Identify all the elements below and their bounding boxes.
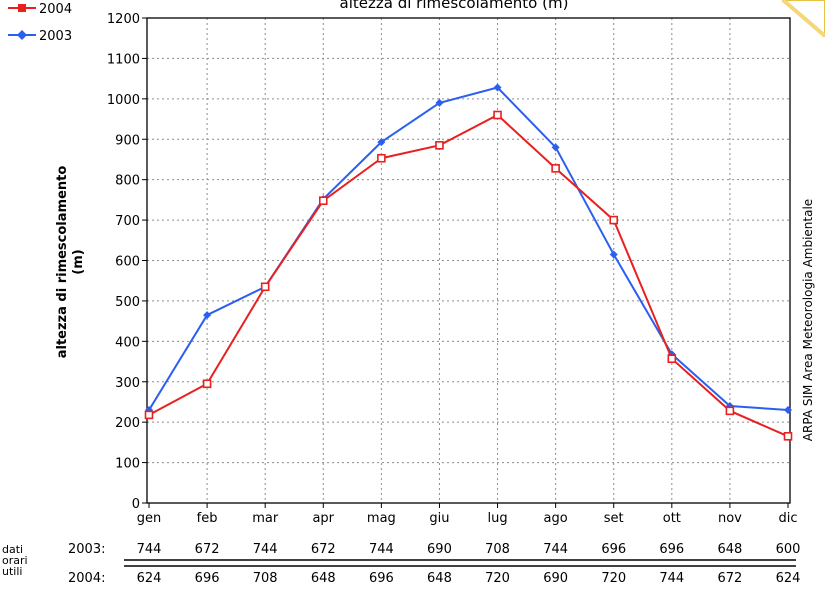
data-point-2003 xyxy=(377,138,386,147)
table-cell-2004: 708 xyxy=(253,571,278,586)
page-corner-fold-shade xyxy=(781,0,825,38)
series-line-2004 xyxy=(148,113,789,438)
series-layer xyxy=(144,83,793,441)
data-point-2004 xyxy=(667,354,677,364)
table-cell-2004: 690 xyxy=(543,571,568,586)
table-cell-2004: 696 xyxy=(369,571,394,586)
plot-frame xyxy=(146,17,791,504)
y-tick-label: 1200 xyxy=(107,12,140,27)
table-cell-2003: 744 xyxy=(543,542,568,557)
table-cell-2004: 720 xyxy=(601,571,626,586)
data-point-2004 xyxy=(551,164,560,173)
x-tick-label: apr xyxy=(312,511,334,526)
data-point-2003 xyxy=(493,83,502,92)
table-cell-2004: 624 xyxy=(776,571,801,586)
table-cell-2003: 648 xyxy=(717,542,742,557)
table-year-2004: 2004: xyxy=(68,571,105,586)
table-year-2003: 2003: xyxy=(68,542,105,557)
x-tick-label: feb xyxy=(197,511,218,526)
data-point-2004 xyxy=(725,406,735,416)
legend-marker-2003 xyxy=(17,30,27,40)
table-cell-2004: 648 xyxy=(311,571,336,586)
data-point-2003 xyxy=(784,406,792,415)
data-point-2004 xyxy=(783,432,793,441)
table-cell-2004: 696 xyxy=(195,571,220,586)
table-cell-2004: 672 xyxy=(717,571,742,586)
y-axis-ticks: 0 100 200 300 400 500 600 700 800 900 1000 1100 1200 xyxy=(107,12,147,512)
y-axis-label-line-1: altezza di rimescolamento xyxy=(55,166,70,359)
table-cell-2004: 624 xyxy=(137,571,162,586)
source-note: ARPA SIM Area Meteorologia Ambientale xyxy=(801,199,815,441)
legend-label-2004: 2004 xyxy=(39,2,72,17)
table-cell-2003: 690 xyxy=(427,542,452,557)
data-point-2003 xyxy=(435,98,444,107)
table-cell-2003: 744 xyxy=(253,542,278,557)
x-tick-label: lug xyxy=(487,511,507,526)
x-tick-label: ago xyxy=(544,511,568,526)
table-label-line-2: orari xyxy=(2,554,28,567)
y-tick-label: 100 xyxy=(115,457,140,472)
x-tick-label: nov xyxy=(718,511,742,526)
y-tick-label: 200 xyxy=(115,416,140,431)
table-cell-2004: 744 xyxy=(659,571,684,586)
table-cell-2004: 720 xyxy=(485,571,510,586)
table-label-line-3: utili xyxy=(2,565,22,578)
y-axis-label: altezza di rimescolamento (m) xyxy=(55,166,86,359)
y-tick-label: 900 xyxy=(115,133,140,148)
table-cell-2003: 744 xyxy=(369,542,394,557)
data-point-2003 xyxy=(551,143,560,152)
x-tick-label: giu xyxy=(429,511,449,526)
y-tick-label: 1000 xyxy=(107,93,140,108)
data-point-2004 xyxy=(202,379,212,389)
data-point-2004 xyxy=(144,410,154,420)
data-point-2004 xyxy=(609,215,619,225)
x-tick-label: mag xyxy=(367,511,396,526)
table-cell-2003: 744 xyxy=(137,542,162,557)
chart-title: altezza di rimescolamento (m) xyxy=(340,0,569,12)
table-cells: 744 672 744 672 744 690 708 744 696 696 648 600 624 6… xyxy=(137,542,801,586)
data-point-2004 xyxy=(318,196,328,205)
data-table: dati orari utili 2003: 2004: 744 672 744 67… xyxy=(2,542,800,586)
y-axis-label-line-2: (m) xyxy=(71,249,86,274)
y-tick-label: 400 xyxy=(115,335,140,350)
legend-marker-2004 xyxy=(18,4,26,12)
data-point-2003 xyxy=(609,250,618,259)
y-tick-label: 0 xyxy=(132,497,140,512)
x-tick-label: mar xyxy=(252,511,279,526)
data-point-2003 xyxy=(203,311,212,320)
y-tick-label: 500 xyxy=(115,295,140,310)
table-cell-2004: 648 xyxy=(427,571,452,586)
y-tick-label: 1100 xyxy=(107,52,140,67)
legend: 2004 2003 xyxy=(8,2,72,44)
table-cell-2003: 672 xyxy=(311,542,336,557)
table-cell-2003: 672 xyxy=(195,542,220,557)
data-point-2004 xyxy=(493,110,502,120)
x-axis-ticks: gen feb mar apr mag giu lug ago set ott nov dic xyxy=(137,503,798,526)
y-tick-label: 700 xyxy=(115,214,140,229)
y-tick-label: 600 xyxy=(115,255,140,270)
data-point-2004 xyxy=(435,141,444,150)
table-cell-2003: 696 xyxy=(659,542,684,557)
x-tick-label: set xyxy=(604,511,624,526)
x-tick-label: ott xyxy=(663,511,681,526)
legend-label-2003: 2003 xyxy=(39,29,72,44)
series-line-2003 xyxy=(148,86,789,412)
y-tick-label: 800 xyxy=(115,174,140,189)
table-label-line-1: dati xyxy=(2,543,23,556)
table-cell-2003: 696 xyxy=(601,542,626,557)
data-point-2004 xyxy=(377,153,386,163)
grid xyxy=(147,18,790,503)
y-tick-label: 300 xyxy=(115,376,140,391)
x-tick-label: dic xyxy=(778,511,797,526)
table-cell-2003: 600 xyxy=(776,542,801,557)
data-point-2004 xyxy=(260,282,270,292)
table-cell-2003: 708 xyxy=(485,542,510,557)
x-tick-label: gen xyxy=(137,511,162,526)
